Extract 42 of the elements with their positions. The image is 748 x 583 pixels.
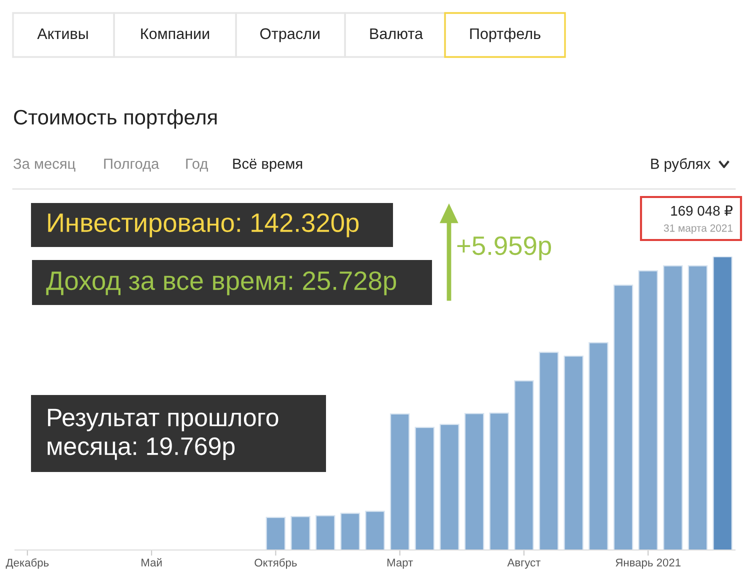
bar bbox=[489, 412, 510, 550]
text: Валюта bbox=[370, 28, 424, 40]
text: Портфель bbox=[470, 28, 540, 42]
x-tick-label: Январь 2021 bbox=[616, 558, 681, 569]
bar bbox=[266, 516, 286, 550]
bar bbox=[663, 265, 683, 550]
x-tick-label: Май bbox=[142, 558, 162, 566]
x-tick-label: Октябрь bbox=[254, 558, 297, 569]
bar bbox=[440, 424, 460, 550]
bar bbox=[340, 512, 360, 550]
bar bbox=[414, 426, 435, 550]
x-tick-label: Март bbox=[387, 558, 413, 569]
annotation: Результат прошлого месяца: 19.769р bbox=[48, 408, 278, 460]
text: Полгода bbox=[104, 158, 160, 172]
bar bbox=[290, 516, 310, 550]
text: Компании bbox=[141, 28, 210, 40]
bar bbox=[588, 342, 608, 550]
chart-title: Стоимость портфеля bbox=[14, 109, 217, 129]
bar bbox=[564, 356, 584, 550]
bar bbox=[538, 352, 559, 550]
bar bbox=[390, 413, 410, 550]
bar bbox=[464, 413, 484, 550]
annotation: Доход за все время: 25.728р bbox=[46, 271, 396, 296]
bar bbox=[315, 515, 336, 550]
text: Всё время bbox=[233, 158, 302, 172]
x-tick-label: Август bbox=[507, 558, 540, 569]
bar bbox=[688, 265, 708, 550]
bar bbox=[365, 510, 385, 550]
bar bbox=[514, 380, 534, 550]
text: За месяц bbox=[13, 158, 76, 172]
bar bbox=[613, 284, 634, 550]
text: 31 марта 2021 bbox=[664, 224, 732, 234]
bar bbox=[712, 256, 732, 550]
annotation: +5.959р bbox=[457, 236, 552, 260]
text: В рублях bbox=[651, 158, 710, 172]
text: Отрасли bbox=[260, 28, 320, 42]
bar bbox=[638, 270, 658, 550]
text: Год bbox=[186, 158, 208, 172]
text: Активы bbox=[37, 28, 88, 39]
text: Инвестировано: 142.320р bbox=[48, 213, 359, 238]
text: 169 048 ₽ bbox=[671, 205, 733, 216]
x-tick-label: Декабрь bbox=[6, 558, 49, 569]
